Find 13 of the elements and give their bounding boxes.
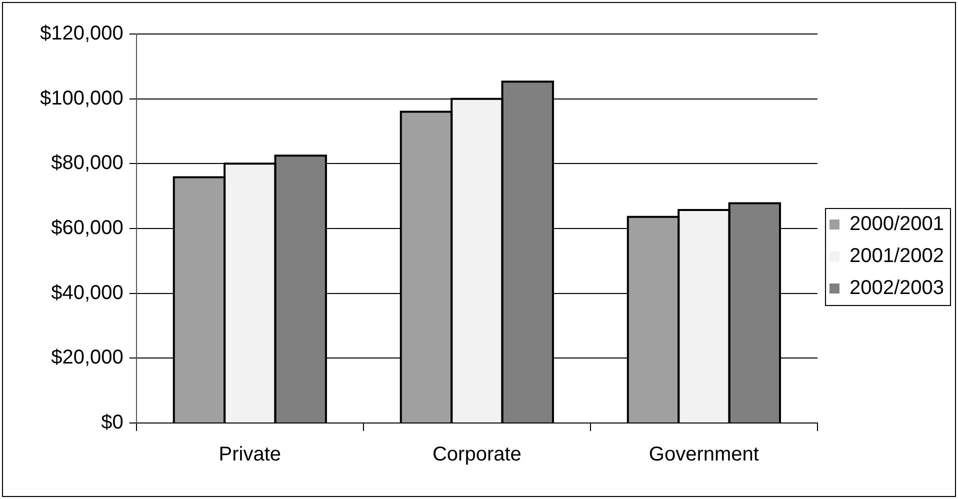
y-tick-label: $120,000 xyxy=(40,22,124,45)
y-tick-label: $100,000 xyxy=(40,87,124,110)
y-tick-label: $80,000 xyxy=(51,152,124,174)
legend-label: 2001/2002 xyxy=(849,245,944,268)
x-tick-label: Government xyxy=(648,444,760,466)
y-tick-label: $40,000 xyxy=(51,282,124,304)
x-tick-label: Corporate xyxy=(432,444,522,466)
y-tick-label: $0 xyxy=(101,412,124,434)
legend-label: 2000/2001 xyxy=(849,213,944,236)
y-tick-label: $20,000 xyxy=(51,346,124,369)
x-tick-label: Private xyxy=(218,444,282,466)
y-tick-label: $60,000 xyxy=(51,217,124,240)
legend-label: 2002/2003 xyxy=(849,277,944,300)
